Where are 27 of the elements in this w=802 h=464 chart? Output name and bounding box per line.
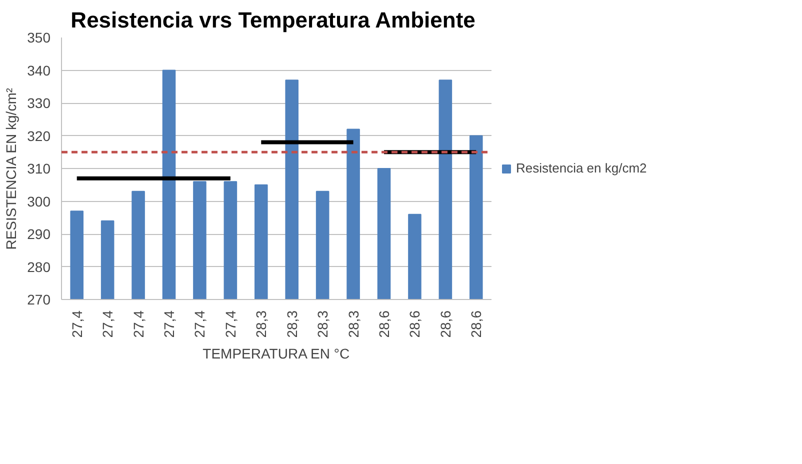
y-tick-label: 280 <box>27 258 51 275</box>
y-tick-label: 310 <box>27 160 51 176</box>
x-tick-label: 28,6 <box>468 310 484 338</box>
x-tick-label: 28,3 <box>314 310 331 338</box>
x-tick-label: 27,4 <box>192 310 208 338</box>
y-tick-label: 350 <box>27 30 51 46</box>
y-tick-label: 300 <box>27 193 51 210</box>
x-tick-label: 28,6 <box>437 310 454 338</box>
x-tick-label: 27,4 <box>100 310 116 338</box>
x-tick-label: 27,4 <box>161 310 177 338</box>
x-tick-label: 28,6 <box>406 310 423 338</box>
x-tick-label: 28,3 <box>345 310 362 338</box>
x-axis-title: TEMPERATURA EN °C <box>202 346 350 362</box>
legend-label: Resistencia en kg/cm2 <box>516 160 647 176</box>
x-tick-label: 28,3 <box>253 310 270 338</box>
y-axis-title: RESISTENCIA EN kg/cm² <box>3 88 20 250</box>
y-tick-label: 290 <box>27 226 51 242</box>
y-tick-label: 340 <box>27 62 51 78</box>
x-tick-label: 28,6 <box>376 310 392 338</box>
y-tick-label: 270 <box>27 292 51 308</box>
x-tick-label: 27,4 <box>222 310 238 338</box>
y-tick-label: 320 <box>27 128 51 144</box>
x-tick-label: 28,3 <box>284 310 300 338</box>
chart-title: Resistencia vrs Temperatura Ambiente <box>70 8 476 32</box>
x-tick-label: 27,4 <box>68 310 85 338</box>
x-tick-label: 27,4 <box>130 310 146 338</box>
y-tick-label: 330 <box>27 95 51 111</box>
